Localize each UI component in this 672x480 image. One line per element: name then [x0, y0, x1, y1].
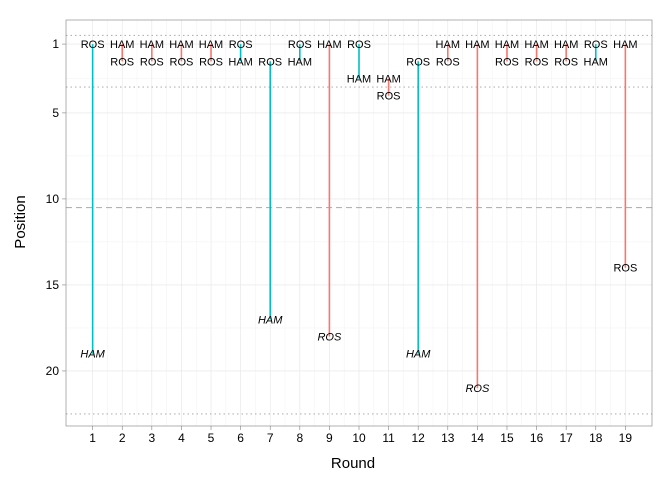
label-top-round-5: HAM — [199, 39, 223, 51]
y-tick-label: 20 — [46, 364, 60, 378]
label-top-round-13: HAM — [436, 39, 460, 51]
x-axis-title: Round — [331, 455, 375, 472]
x-tick-label: 10 — [352, 431, 366, 445]
x-tick-label: 17 — [559, 431, 573, 445]
label-bottom-round-18: HAM — [584, 56, 608, 68]
x-tick-label: 6 — [237, 431, 244, 445]
label-bottom-round-6: HAM — [228, 56, 252, 68]
reference-lines — [66, 34, 652, 415]
x-tick-label: 19 — [619, 431, 633, 445]
label-top-round-3: HAM — [140, 39, 164, 51]
label-bottom-round-3: ROS — [140, 56, 164, 68]
label-bottom-round-19: ROS — [613, 263, 637, 275]
label-top-round-16: HAM — [524, 39, 548, 51]
label-bottom-round-11: ROS — [377, 91, 401, 103]
label-top-round-10: ROS — [347, 39, 371, 51]
y-axis-title: Position — [12, 195, 29, 248]
label-bottom-round-12: HAM — [406, 349, 431, 361]
label-top-round-17: HAM — [554, 39, 578, 51]
label-top-round-7: ROS — [258, 56, 282, 68]
label-top-round-11: HAM — [376, 73, 400, 85]
x-tick-label: 3 — [148, 431, 155, 445]
label-bottom-round-8: HAM — [288, 56, 312, 68]
label-bottom-round-10: HAM — [347, 73, 371, 85]
label-bottom-round-4: ROS — [170, 56, 194, 68]
x-tick-label: 14 — [471, 431, 485, 445]
y-tick-label: 15 — [46, 278, 60, 292]
label-top-round-14: HAM — [465, 39, 489, 51]
x-tick-label: 9 — [326, 431, 333, 445]
x-axis: 1 2 3 4 5 6 7 8 9 10 11 12 13 14 15 16 17 18 19 — [89, 426, 632, 445]
x-tick-label: 12 — [412, 431, 426, 445]
x-tick-label: 13 — [441, 431, 455, 445]
x-tick-label: 2 — [119, 431, 126, 445]
label-top-round-19: HAM — [613, 39, 637, 51]
label-top-round-18: ROS — [584, 39, 608, 51]
segments — [91, 44, 627, 389]
label-bottom-round-9: ROS — [317, 332, 342, 344]
label-bottom-round-17: ROS — [554, 56, 578, 68]
label-top-round-6: ROS — [229, 39, 253, 51]
point-labels: ROS HAM HAM ROS HAM ROS HAM ROS HAM ROS ROS HAM ROS H… — [80, 39, 637, 395]
x-tick-label: 7 — [267, 431, 274, 445]
x-tick-label: 11 — [382, 431, 395, 445]
label-bottom-round-16: ROS — [525, 56, 549, 68]
y-tick-label: 5 — [52, 106, 59, 120]
label-bottom-round-1: HAM — [80, 349, 105, 361]
label-top-round-8: ROS — [288, 39, 312, 51]
x-tick-label: 4 — [178, 431, 185, 445]
label-bottom-round-5: ROS — [199, 56, 223, 68]
label-bottom-round-14: ROS — [465, 383, 490, 395]
x-tick-label: 16 — [530, 431, 544, 445]
label-top-round-4: HAM — [169, 39, 193, 51]
label-top-round-12: ROS — [406, 56, 430, 68]
x-tick-label: 8 — [296, 431, 303, 445]
x-tick-label: 15 — [500, 431, 514, 445]
y-tick-label: 10 — [46, 192, 60, 206]
label-top-round-1: ROS — [81, 39, 105, 51]
x-tick-label: 5 — [208, 431, 215, 445]
label-top-round-2: HAM — [110, 39, 134, 51]
label-bottom-round-15: ROS — [495, 56, 519, 68]
x-tick-label: 18 — [589, 431, 603, 445]
y-tick-label: 1 — [52, 37, 59, 51]
label-bottom-round-7: HAM — [258, 314, 283, 326]
label-top-round-15: HAM — [495, 39, 519, 51]
label-bottom-round-2: ROS — [110, 56, 134, 68]
x-tick-label: 1 — [89, 431, 96, 445]
label-top-round-9: HAM — [317, 39, 341, 51]
label-bottom-round-13: ROS — [436, 56, 460, 68]
